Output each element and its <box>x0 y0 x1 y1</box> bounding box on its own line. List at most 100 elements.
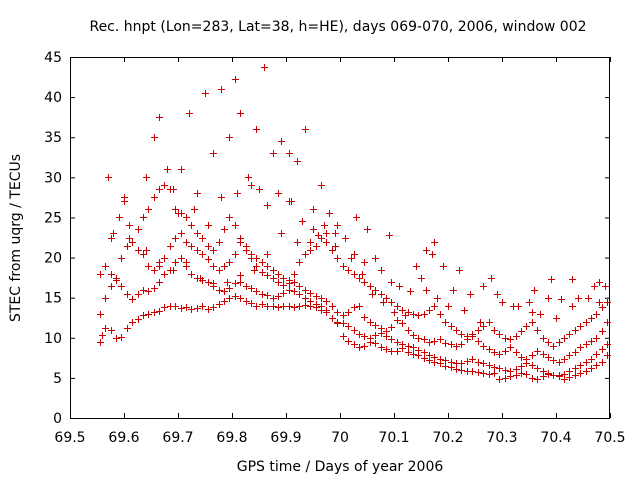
data-point <box>545 295 552 302</box>
data-point <box>469 356 476 363</box>
data-point <box>421 355 428 362</box>
data-point <box>194 230 201 237</box>
data-point <box>102 263 109 270</box>
x-tick-label: 69.5 <box>54 430 85 446</box>
data-point <box>296 259 303 266</box>
data-point <box>188 222 195 229</box>
data-point <box>378 267 385 274</box>
data-point <box>396 283 403 290</box>
y-tick-label: 35 <box>44 130 62 146</box>
data-point <box>507 344 514 351</box>
data-point <box>577 344 584 351</box>
data-point <box>210 304 217 311</box>
data-point <box>226 259 233 266</box>
data-point <box>278 138 285 145</box>
data-point <box>140 287 147 294</box>
chart-title: Rec. hnpt (Lon=283, Lat=38, h=HE), days … <box>89 19 586 35</box>
data-point <box>356 331 363 338</box>
data-point <box>218 86 225 93</box>
data-point <box>186 110 193 117</box>
data-point <box>418 275 425 282</box>
data-point <box>264 272 271 279</box>
data-point <box>583 368 590 375</box>
data-point <box>442 319 449 326</box>
data-point <box>486 362 493 369</box>
data-point <box>118 283 125 290</box>
data-point <box>345 338 352 345</box>
data-point <box>118 334 125 341</box>
data-point <box>437 336 444 343</box>
data-point <box>329 315 336 322</box>
data-point <box>583 319 590 326</box>
data-point <box>296 303 303 310</box>
data-point <box>172 303 179 310</box>
data-point <box>97 339 104 346</box>
data-point <box>226 295 233 302</box>
data-point <box>334 319 341 326</box>
data-point <box>553 315 560 322</box>
data-point <box>402 312 409 319</box>
data-point <box>507 368 514 375</box>
data-point <box>561 356 568 363</box>
data-point <box>210 263 217 270</box>
data-point <box>135 247 142 254</box>
data-point <box>156 186 163 193</box>
data-point <box>116 214 123 221</box>
data-point <box>351 341 358 348</box>
data-point <box>199 251 206 258</box>
data-point <box>237 235 244 242</box>
data-point <box>345 323 352 330</box>
data-point <box>480 370 487 377</box>
data-point <box>243 243 250 250</box>
data-point <box>372 255 379 262</box>
data-point <box>270 150 277 157</box>
data-point <box>534 348 541 355</box>
data-point <box>332 243 339 250</box>
data-point <box>145 288 152 295</box>
data-point <box>143 174 150 181</box>
data-point <box>372 322 379 329</box>
data-point <box>291 304 298 311</box>
y-tick-label: 0 <box>53 411 62 427</box>
data-point <box>232 293 239 300</box>
data-point <box>340 333 347 340</box>
data-point <box>423 287 430 294</box>
data-point <box>291 288 298 295</box>
data-point <box>302 251 309 258</box>
data-point <box>502 335 509 342</box>
x-tick-label: 70 <box>331 430 349 446</box>
data-point <box>205 256 212 263</box>
data-point <box>548 276 555 283</box>
data-point <box>340 263 347 270</box>
data-point <box>421 311 428 318</box>
data-point <box>205 306 212 313</box>
data-point <box>256 186 263 193</box>
data-point <box>140 312 147 319</box>
data-point <box>361 279 368 286</box>
data-point <box>577 370 584 377</box>
data-point <box>232 280 239 287</box>
data-point <box>210 280 217 287</box>
data-point <box>296 291 303 298</box>
data-point <box>253 303 260 310</box>
data-point <box>135 316 142 323</box>
data-point <box>378 291 385 298</box>
data-point <box>97 311 104 318</box>
data-point <box>275 279 282 286</box>
data-point <box>437 311 444 318</box>
data-point <box>226 214 233 221</box>
data-point <box>566 374 573 381</box>
data-point <box>529 362 536 369</box>
data-point <box>167 243 174 250</box>
data-point <box>99 332 106 339</box>
data-point <box>431 338 438 345</box>
data-point <box>523 356 530 363</box>
data-point <box>126 222 133 229</box>
data-point <box>340 312 347 319</box>
x-tick-label: 69.8 <box>216 430 247 446</box>
data-point <box>232 251 239 258</box>
data-point <box>124 325 131 332</box>
data-point <box>593 362 600 369</box>
data-point <box>121 194 128 201</box>
data-point <box>518 363 525 370</box>
